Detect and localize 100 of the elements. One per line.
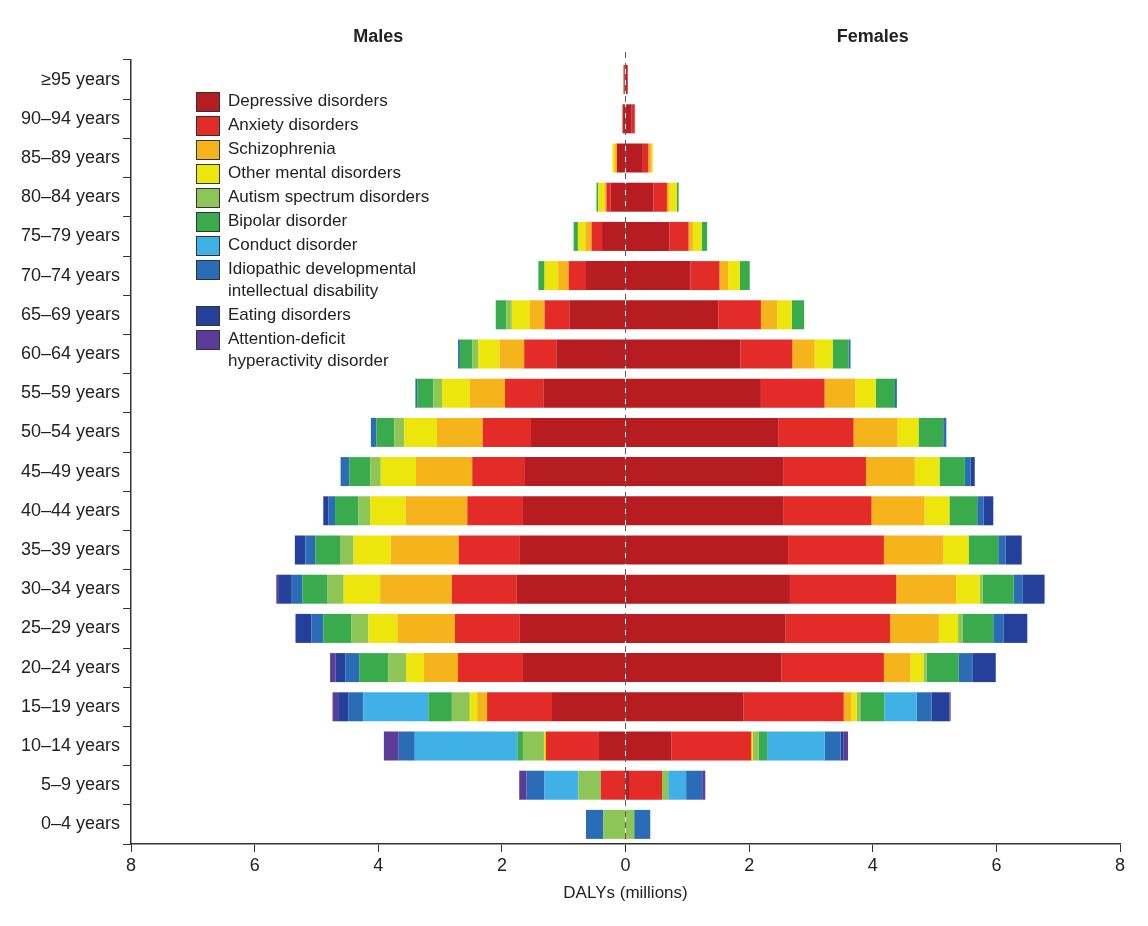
bar bbox=[495, 300, 507, 330]
bar bbox=[441, 378, 470, 408]
x-tick-label: 2 bbox=[496, 854, 507, 875]
x-tick-label: 0 bbox=[620, 854, 631, 875]
bar bbox=[923, 653, 927, 683]
bar bbox=[875, 378, 896, 408]
bar bbox=[958, 653, 973, 683]
bar bbox=[781, 653, 884, 683]
y-tick-label: 65–69 years bbox=[20, 303, 121, 324]
legend-label: Autism spectrum disorders bbox=[228, 186, 430, 208]
y-tick-label: 40–44 years bbox=[20, 499, 121, 520]
bar bbox=[405, 496, 468, 526]
bar bbox=[783, 496, 872, 526]
bar bbox=[629, 770, 662, 800]
bar bbox=[979, 574, 983, 604]
bar bbox=[433, 378, 442, 408]
bar bbox=[526, 770, 545, 800]
bar bbox=[370, 457, 381, 487]
bar bbox=[524, 339, 557, 369]
bar bbox=[469, 692, 478, 722]
bar bbox=[692, 221, 702, 251]
bar bbox=[719, 261, 729, 291]
bar bbox=[843, 731, 849, 761]
bar bbox=[982, 574, 1014, 604]
bar bbox=[855, 378, 876, 408]
bar bbox=[573, 221, 578, 251]
bar bbox=[340, 457, 350, 487]
bar bbox=[1013, 574, 1023, 604]
bar bbox=[671, 731, 752, 761]
bar bbox=[538, 261, 545, 291]
bar bbox=[323, 613, 352, 643]
bar bbox=[343, 574, 381, 604]
bar bbox=[469, 378, 506, 408]
bar bbox=[1005, 535, 1022, 565]
y-tick-label: 90–94 years bbox=[20, 107, 121, 128]
bar bbox=[478, 339, 500, 369]
bar bbox=[424, 653, 459, 683]
bar bbox=[335, 496, 359, 526]
bar bbox=[370, 417, 377, 447]
bar bbox=[758, 731, 768, 761]
bar bbox=[330, 653, 336, 683]
bar bbox=[345, 653, 360, 683]
legend-label: Bipolar disorder bbox=[228, 210, 348, 232]
bar bbox=[370, 496, 406, 526]
bar bbox=[897, 417, 919, 447]
bar bbox=[977, 496, 984, 526]
bar bbox=[351, 613, 369, 643]
y-tick-label: 85–89 years bbox=[20, 146, 121, 167]
bar bbox=[472, 457, 525, 487]
bar bbox=[380, 457, 417, 487]
bar bbox=[529, 300, 545, 330]
bar bbox=[993, 613, 1004, 643]
legend-label: Idiopathic developmental intellectual disability bbox=[228, 258, 418, 302]
y-tick-label: 35–39 years bbox=[20, 538, 121, 559]
bar bbox=[414, 731, 518, 761]
bar bbox=[669, 182, 677, 212]
bar bbox=[943, 417, 947, 447]
bar bbox=[544, 300, 570, 330]
bar bbox=[383, 731, 399, 761]
legend-label: Eating disorders bbox=[228, 304, 351, 326]
bar bbox=[914, 457, 940, 487]
bar bbox=[626, 770, 630, 800]
bar bbox=[767, 731, 825, 761]
bar bbox=[958, 613, 963, 643]
y-tick-label: 5–9 years bbox=[41, 774, 121, 795]
bar bbox=[910, 653, 924, 683]
bar bbox=[642, 143, 649, 173]
y-tick-label: 50–54 years bbox=[20, 421, 121, 442]
text: Females bbox=[836, 25, 909, 46]
y-tick-label: 60–64 years bbox=[20, 342, 121, 363]
legend-label: Other mental disorders bbox=[228, 162, 401, 184]
y-tick-label: 0–4 years bbox=[41, 813, 121, 834]
legend-label: Attention-deficit hyperactivity disorder bbox=[228, 328, 390, 372]
x-tick-label: 6 bbox=[991, 854, 1002, 875]
bar bbox=[295, 613, 312, 643]
bar bbox=[926, 653, 959, 683]
y-tick-label: 10–14 years bbox=[20, 734, 121, 755]
bar bbox=[359, 653, 389, 683]
bar bbox=[338, 692, 349, 722]
bar bbox=[956, 574, 980, 604]
bar bbox=[701, 221, 708, 251]
bar bbox=[544, 770, 579, 800]
bar bbox=[1022, 574, 1045, 604]
bar bbox=[568, 261, 586, 291]
y-tick-label: 30–34 years bbox=[20, 578, 121, 599]
bar bbox=[938, 613, 959, 643]
y-tick-label: 45–49 years bbox=[20, 460, 121, 481]
bar bbox=[487, 692, 552, 722]
bar bbox=[789, 574, 897, 604]
bar bbox=[376, 417, 395, 447]
bar bbox=[545, 731, 599, 761]
bar bbox=[417, 378, 434, 408]
bar bbox=[728, 261, 740, 291]
bar bbox=[600, 770, 626, 800]
bar bbox=[437, 417, 483, 447]
x-tick-label: 4 bbox=[373, 854, 384, 875]
bar bbox=[467, 496, 523, 526]
bar bbox=[585, 221, 592, 251]
bar bbox=[451, 692, 470, 722]
bar bbox=[458, 653, 523, 683]
